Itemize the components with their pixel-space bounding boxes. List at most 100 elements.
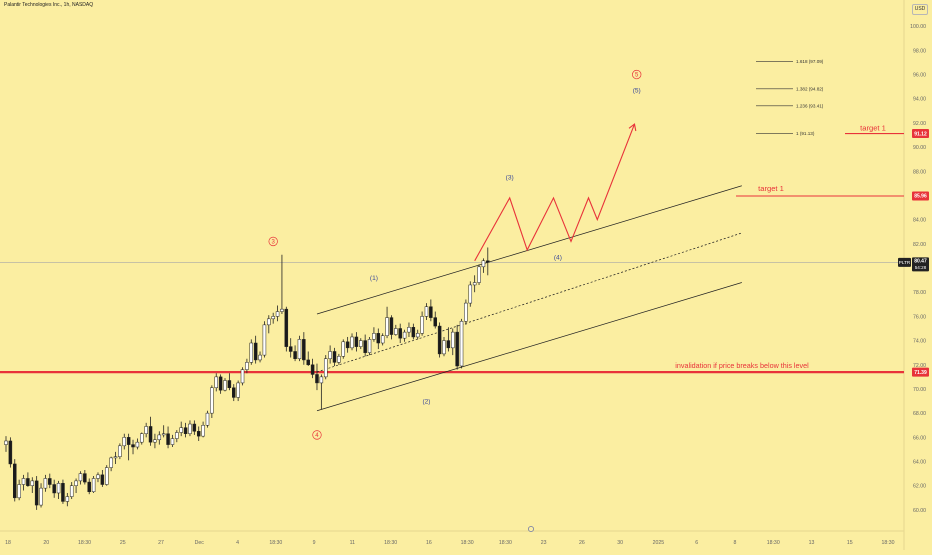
- candle-body: [350, 336, 354, 349]
- candle-body: [249, 342, 254, 363]
- candle-body: [175, 432, 179, 439]
- wave-label: (1): [370, 275, 378, 282]
- candle-body: [113, 456, 118, 459]
- price-tag: 91.12: [914, 131, 927, 137]
- candle-body: [131, 444, 135, 448]
- y-tick-label: 70.00: [913, 387, 926, 393]
- wave-label: (3): [506, 175, 514, 182]
- candle-body: [78, 473, 83, 482]
- candle-body: [30, 480, 35, 486]
- x-tick-label: 2025: [653, 540, 665, 546]
- x-tick-label: 27: [158, 540, 164, 546]
- candle-body: [192, 423, 197, 432]
- candle-body: [455, 331, 459, 367]
- price-axis[interactable]: 60.00 62.00 64.00 66.00 68.00 70.00 72.00 74.00…: [910, 24, 926, 514]
- candle-body: [188, 423, 192, 434]
- candle-body: [319, 376, 324, 384]
- candle-body: [8, 440, 13, 465]
- candle-body: [214, 376, 218, 389]
- candle-body: [398, 328, 402, 339]
- x-tick-label: 18:30: [384, 540, 397, 546]
- candle-body: [433, 317, 437, 327]
- currency-button[interactable]: USD: [912, 4, 928, 15]
- price-tag: 85.96: [914, 194, 927, 200]
- candle-body: [157, 434, 162, 441]
- candle-body: [34, 480, 39, 506]
- candle-body: [372, 333, 376, 340]
- candle-body: [100, 474, 105, 485]
- x-tick-label: 13: [809, 540, 815, 546]
- candle-body: [424, 306, 429, 317]
- candle-body: [293, 351, 297, 359]
- candle-body: [380, 335, 385, 344]
- price-tag-bg: [912, 367, 929, 377]
- candle-body: [201, 424, 205, 437]
- candle-body: [21, 478, 26, 485]
- fib-label: 1 (91.13): [796, 131, 815, 136]
- channel-lower-line: [316, 282, 742, 412]
- price-tag-bg: [912, 129, 929, 139]
- candle-body: [394, 328, 398, 335]
- candle-body: [363, 340, 367, 353]
- x-tick-label: 4: [236, 540, 239, 546]
- candle-body: [306, 359, 310, 366]
- candle-body: [437, 325, 442, 355]
- candle-body: [337, 356, 341, 363]
- time-marker: [528, 526, 534, 532]
- candle-body: [267, 318, 271, 326]
- candle-body: [104, 467, 109, 485]
- candle-body: [26, 478, 30, 486]
- candle-body: [109, 457, 113, 468]
- level-label: target 1: [860, 124, 886, 133]
- candle-body: [275, 311, 280, 317]
- x-tick-label: 18: [5, 540, 11, 546]
- x-tick-label: 25: [120, 540, 126, 546]
- candle-body: [284, 308, 289, 347]
- candle-body: [280, 308, 284, 312]
- candle-body: [446, 340, 451, 349]
- x-tick-label: 18:30: [461, 540, 474, 546]
- candle-body: [315, 374, 319, 384]
- x-tick-label: 18:30: [269, 540, 282, 546]
- symbol-tag: PLTR: [899, 260, 911, 265]
- candle-body: [245, 362, 249, 370]
- candle-body: [218, 376, 223, 391]
- wave-circle: [312, 430, 322, 440]
- time-axis[interactable]: 18 20 18:30 25 27 Dec 4 18:30 9 11 18:30 16 18:30 18:…: [5, 526, 895, 546]
- candle-body: [52, 484, 56, 494]
- candle-body: [389, 317, 394, 335]
- candle-body: [464, 302, 468, 322]
- candle-body: [236, 382, 240, 398]
- wave-circle: [268, 236, 278, 247]
- y-tick-label: 90.00: [913, 145, 926, 151]
- candle-body: [253, 342, 258, 361]
- fib-label: 1.382 (94.82): [796, 87, 824, 92]
- countdown-tag: 54:28: [915, 265, 927, 270]
- candle-body: [48, 478, 52, 485]
- candle-body: [135, 441, 140, 448]
- x-tick-label: Dec: [195, 540, 205, 546]
- candle-body: [210, 387, 214, 414]
- candle-body: [477, 266, 481, 283]
- wave-projection: [474, 123, 637, 262]
- x-tick-label: 23: [541, 540, 547, 546]
- y-tick-label: 60.00: [913, 508, 926, 514]
- y-tick-label: 66.00: [913, 435, 926, 441]
- candle-body: [429, 306, 433, 318]
- symbol-tag-bg: [898, 257, 911, 267]
- parallel-channel: [316, 185, 742, 412]
- candle-body: [39, 487, 43, 506]
- candle-body: [65, 496, 70, 502]
- wave-label: (5): [633, 87, 641, 94]
- price-tag: 71.39: [914, 370, 927, 376]
- y-tick-label: 100.00: [910, 24, 926, 30]
- y-tick-label: 94.00: [913, 97, 926, 103]
- candle-body: [83, 473, 87, 483]
- candle-body: [4, 440, 8, 445]
- candle-body: [442, 340, 446, 355]
- candle-body: [61, 483, 65, 502]
